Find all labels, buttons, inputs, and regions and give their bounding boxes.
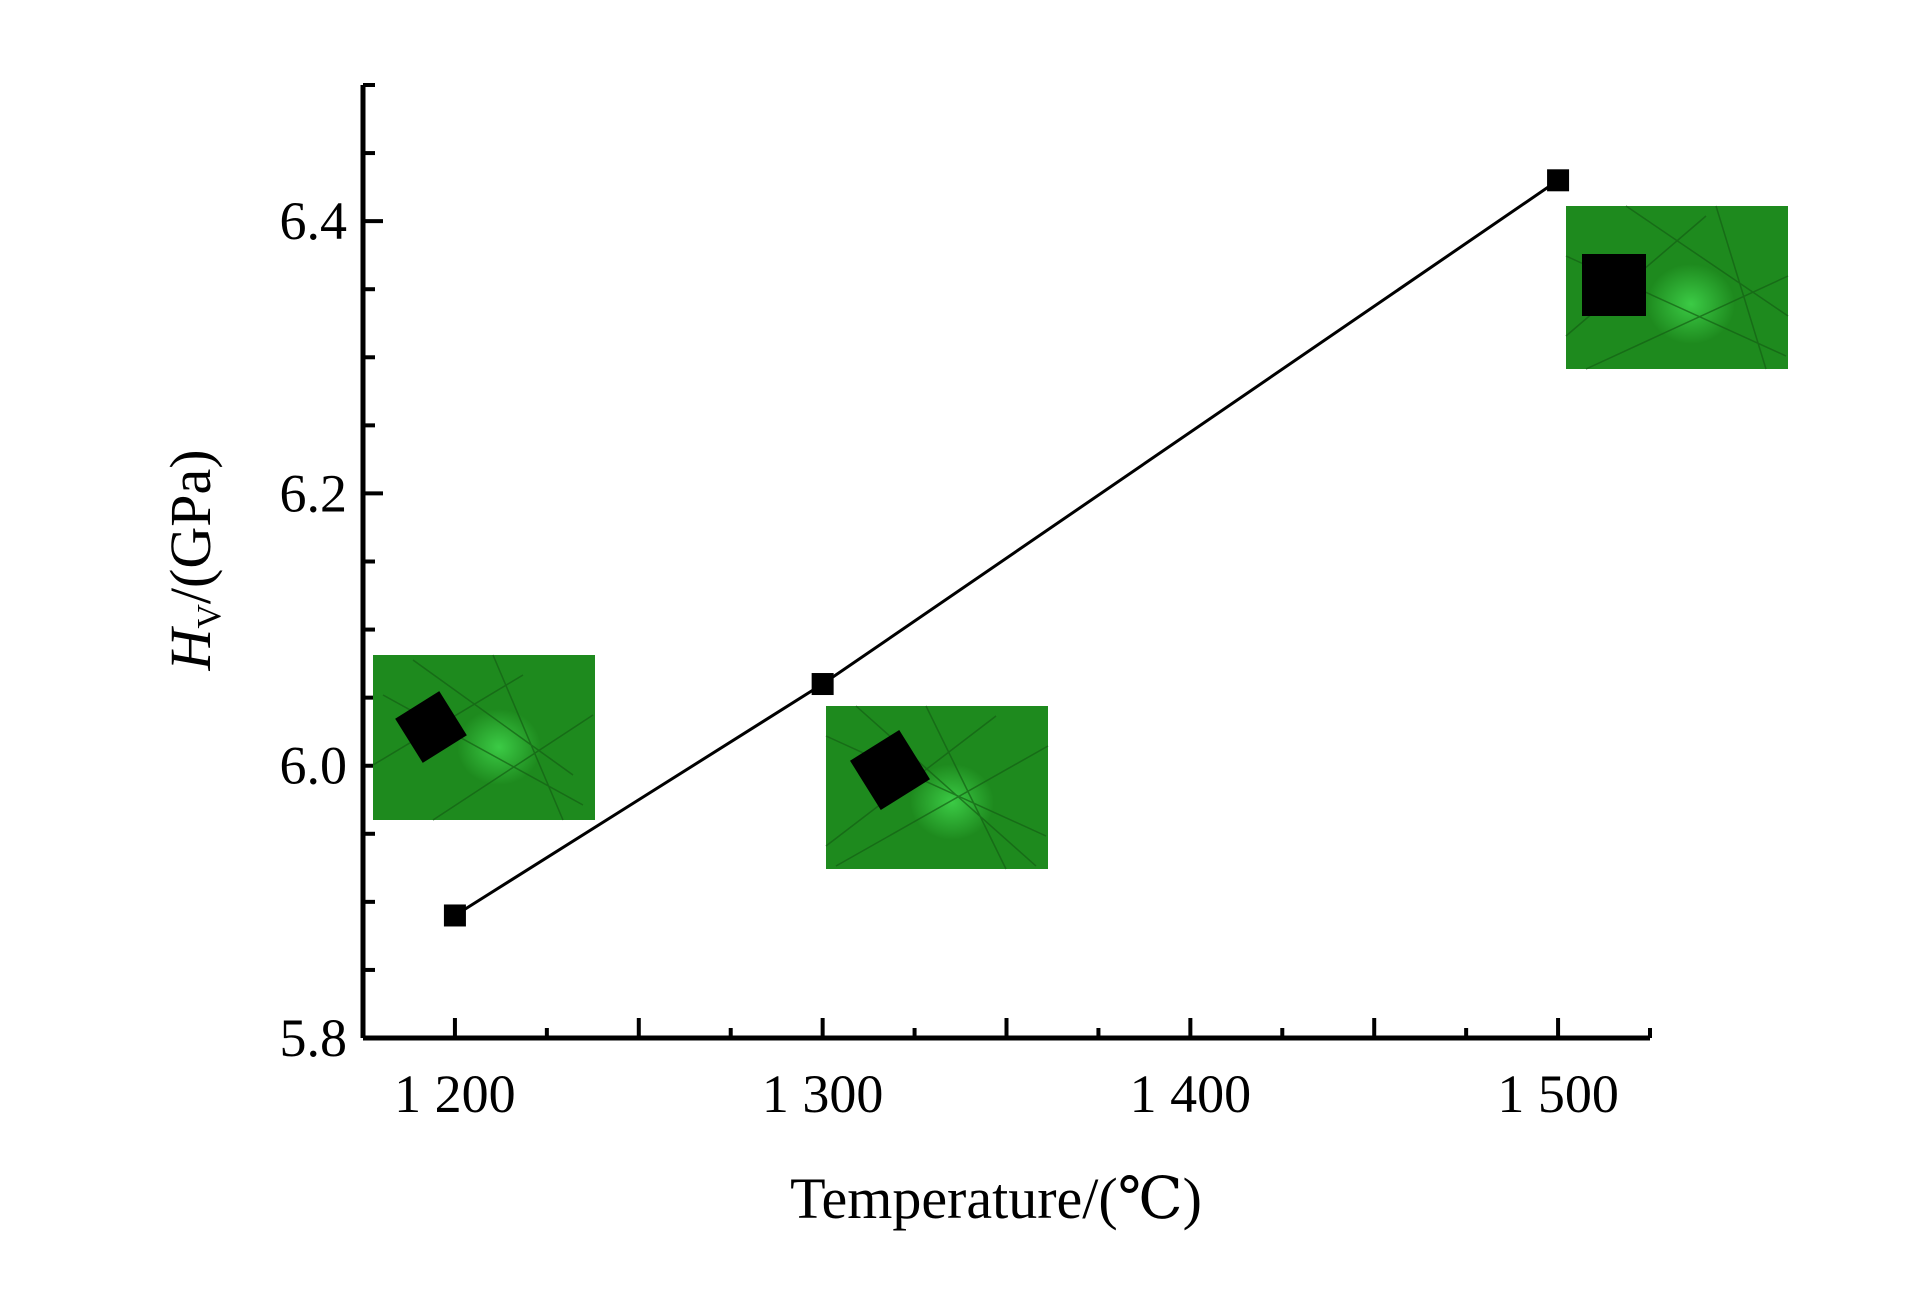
micrograph-1200 — [372, 654, 595, 821]
micrograph-insets — [372, 205, 1789, 870]
y-axis-label-main: H — [158, 626, 223, 672]
vickers-indent-icon — [395, 691, 467, 763]
micrograph-1300 — [825, 705, 1049, 870]
y-axis-label-rest: /(GPa) — [158, 449, 223, 604]
x-tick-label: 1 200 — [394, 1064, 516, 1124]
vickers-indent-icon — [850, 730, 930, 810]
x-tick-label: 1 500 — [1497, 1064, 1619, 1124]
micrograph-glow — [457, 709, 541, 785]
x-tick-label: 1 400 — [1130, 1064, 1252, 1124]
micrograph-glow — [1647, 264, 1735, 344]
x-tick-labels: 1 200 1 300 1 400 1 500 — [394, 1064, 1619, 1124]
data-markers — [443, 169, 1570, 927]
x-ticks — [452, 1018, 1652, 1038]
data-point-marker — [811, 673, 834, 696]
x-axis-label: Temperature/(℃) — [790, 1166, 1202, 1231]
x-tick-label: 1 300 — [762, 1064, 884, 1124]
y-tick-label: 5.8 — [280, 1008, 348, 1068]
plot-area — [443, 169, 1570, 927]
y-axis-label: HV/(GPa) — [158, 449, 228, 671]
y-axis-label-subscript: V — [191, 604, 228, 629]
y-ticks — [363, 83, 383, 1040]
y-tick-label: 6.0 — [280, 736, 348, 796]
y-tick-label: 6.2 — [280, 463, 348, 523]
axes: 5.8 6.0 6.2 6.4 1 200 1 300 1 400 1 500 — [280, 83, 1652, 1124]
vickers-indent-icon — [1582, 254, 1646, 316]
y-tick-labels: 5.8 6.0 6.2 6.4 — [280, 191, 348, 1068]
data-point-marker — [443, 904, 466, 927]
data-point-marker — [1547, 169, 1570, 192]
y-tick-label: 6.4 — [280, 191, 348, 251]
micrograph-1500 — [1565, 205, 1789, 370]
